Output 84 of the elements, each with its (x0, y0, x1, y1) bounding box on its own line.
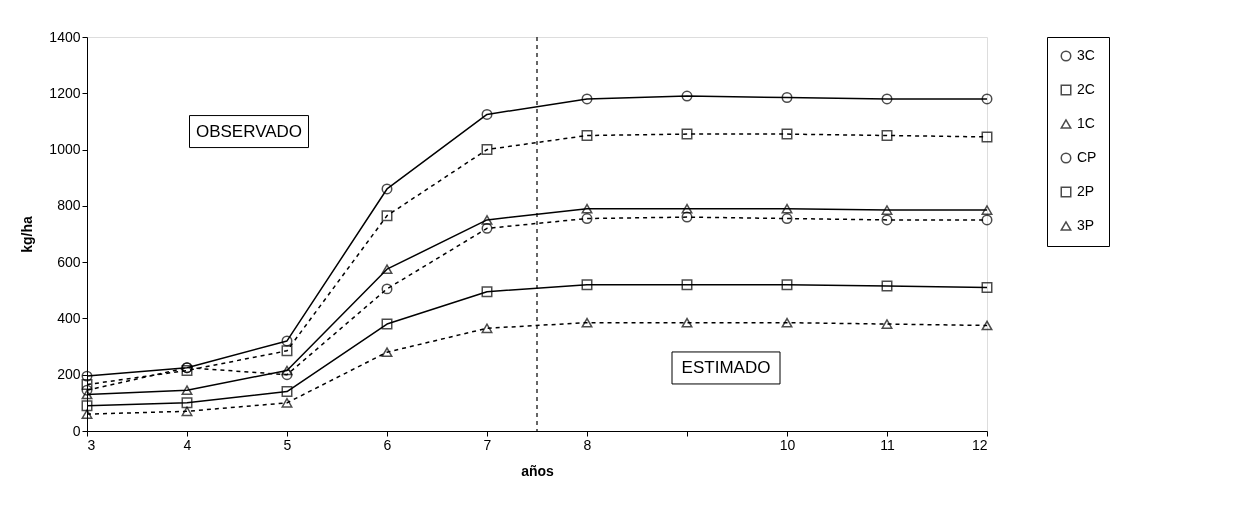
point (81, 379, 93, 391)
x-tick-label: 6 (383, 436, 392, 453)
x-tick-label: 4 (183, 436, 192, 453)
x-tick-label: 3 (87, 436, 96, 453)
point (381, 183, 393, 195)
point (981, 281, 993, 293)
point (881, 319, 893, 329)
legend-label: 3C (1077, 47, 1095, 63)
point (81, 409, 93, 419)
x-tick-label: 10 (779, 436, 796, 453)
point (981, 320, 993, 331)
point (281, 335, 293, 347)
point (581, 213, 593, 225)
y-tick-label: 400 (57, 309, 81, 326)
y-tick-label: 200 (57, 366, 81, 383)
point (681, 90, 693, 102)
point (981, 131, 993, 143)
y-tick-label: 1000 (49, 141, 81, 158)
y-tick-label: 1400 (49, 28, 81, 45)
point (981, 93, 993, 105)
point (481, 108, 493, 120)
y-tick-label: 0 (72, 422, 81, 439)
point (481, 215, 493, 225)
point (481, 323, 493, 334)
point (781, 203, 793, 214)
point (481, 286, 493, 298)
point (881, 93, 893, 105)
y-tick-label: 1200 (49, 84, 81, 101)
y-tick-label: 600 (57, 253, 81, 270)
point (581, 203, 593, 214)
legend-label: 2P (1077, 183, 1095, 199)
point (581, 130, 593, 141)
point (381, 283, 393, 295)
point (581, 93, 593, 105)
point (181, 406, 193, 417)
point (381, 210, 393, 222)
point (681, 279, 693, 291)
point (581, 279, 593, 291)
point (81, 384, 93, 396)
point (781, 92, 793, 103)
point (81, 370, 93, 382)
point (281, 345, 293, 357)
point (281, 398, 293, 408)
point (381, 347, 393, 358)
point (881, 130, 893, 141)
point (681, 317, 693, 328)
point (481, 222, 493, 234)
legend-label: 1C (1077, 115, 1095, 131)
point (281, 369, 293, 381)
point (681, 128, 693, 140)
legend-label: 2C (1077, 81, 1095, 97)
point (781, 279, 793, 291)
point (681, 203, 693, 214)
point (181, 385, 193, 396)
annotation: ESTIMADO (681, 357, 771, 377)
x-tick-label: 7 (483, 436, 492, 453)
x-tick-label: 5 (283, 436, 292, 453)
point (781, 213, 793, 225)
point (781, 128, 793, 140)
annotation: OBSERVADO (195, 121, 303, 141)
point (281, 386, 293, 398)
point (981, 205, 993, 215)
point (281, 365, 293, 376)
legend-label: 3P (1077, 217, 1095, 233)
point (381, 318, 393, 330)
x-tick-label: 8 (583, 436, 592, 453)
y-tick-label: 800 (57, 197, 81, 214)
point (81, 389, 93, 400)
point (681, 211, 693, 223)
point (981, 214, 993, 226)
point (881, 205, 893, 215)
point (581, 317, 593, 328)
point (781, 317, 793, 328)
x-tick-label: 11 (880, 436, 895, 453)
point (81, 400, 93, 412)
point (881, 280, 893, 292)
legend-label: CP (1077, 149, 1097, 165)
x-tick-label: 12 (971, 436, 988, 453)
point (181, 397, 193, 409)
x-axis-title: años (521, 462, 555, 479)
point (381, 264, 393, 275)
y-axis-title: kg/ha (19, 216, 36, 253)
point (881, 214, 893, 226)
point (481, 144, 493, 156)
